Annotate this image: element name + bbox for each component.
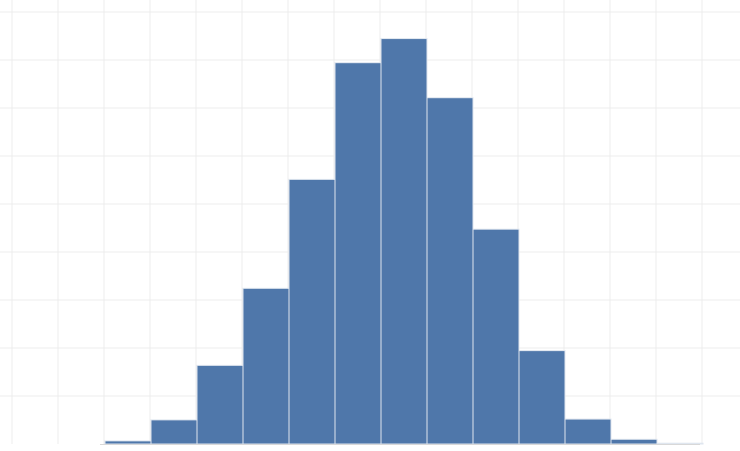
histogram-bar-7 [380, 38, 428, 445]
histogram-bar-1 [104, 440, 152, 445]
histogram-bar-2 [150, 419, 198, 445]
histogram-bar-5 [288, 178, 336, 445]
histogram-bar-12 [610, 438, 658, 445]
bars-layer [104, 38, 704, 445]
histogram-bar-9 [472, 228, 520, 445]
histogram-bar-6 [334, 62, 382, 445]
histogram-bar-11 [564, 418, 612, 445]
histogram-bar-13 [656, 442, 704, 445]
histogram-bar-8 [426, 97, 474, 445]
histogram-bar-10 [518, 350, 566, 445]
histogram-bar-4 [242, 287, 290, 445]
histogram-bar-3 [196, 364, 244, 445]
